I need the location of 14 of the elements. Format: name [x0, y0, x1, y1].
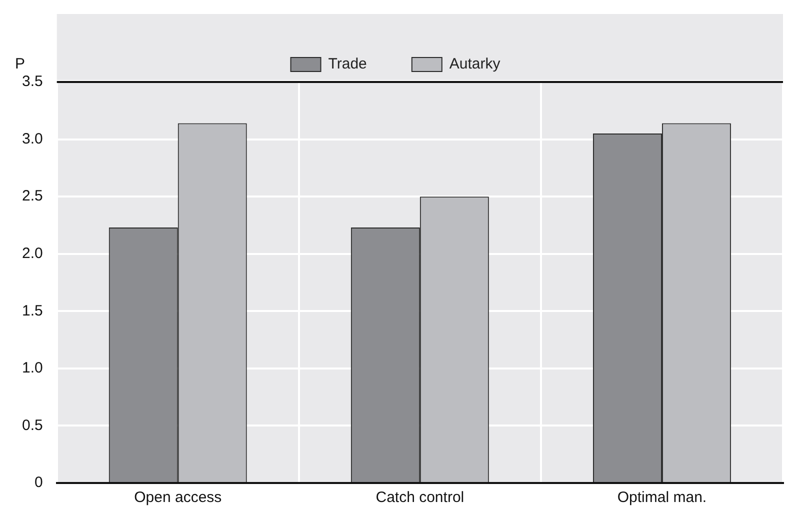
y-tick-label: 2.0: [22, 245, 43, 262]
y-tick-label: 1.0: [22, 360, 43, 377]
x-tick-label: Optimal man.: [617, 489, 707, 506]
y-tick-label: 3.0: [22, 130, 43, 148]
y-tick-label: 0: [34, 474, 43, 492]
x-tick-label: Open access: [134, 489, 222, 506]
y-tick-label: 2.5: [22, 188, 43, 205]
legend-label: Trade: [328, 56, 367, 73]
y-tick-label: 1.5: [22, 302, 43, 320]
legend-label: Autarky: [449, 56, 501, 73]
y-tick-label: 3.5: [22, 73, 43, 90]
x-tick-label: Catch control: [376, 489, 464, 506]
y-axis-title: P: [14, 56, 26, 73]
y-tick-label: 0.5: [22, 416, 43, 434]
